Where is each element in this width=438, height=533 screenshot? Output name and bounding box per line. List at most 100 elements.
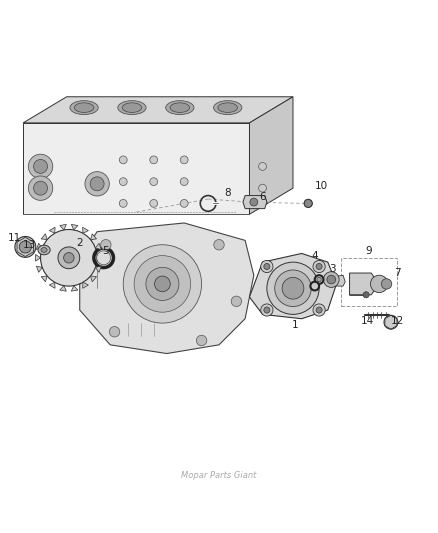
Circle shape bbox=[363, 292, 369, 298]
Polygon shape bbox=[95, 243, 101, 249]
Circle shape bbox=[264, 307, 270, 313]
Circle shape bbox=[371, 275, 388, 293]
Circle shape bbox=[258, 197, 266, 205]
Text: 7: 7 bbox=[394, 268, 401, 278]
Polygon shape bbox=[91, 276, 96, 282]
Polygon shape bbox=[49, 282, 55, 288]
Ellipse shape bbox=[315, 275, 323, 284]
Circle shape bbox=[134, 256, 191, 312]
Polygon shape bbox=[83, 227, 88, 233]
Ellipse shape bbox=[122, 103, 142, 112]
Ellipse shape bbox=[74, 103, 94, 112]
Circle shape bbox=[28, 154, 53, 179]
Polygon shape bbox=[60, 224, 66, 230]
Text: 3: 3 bbox=[329, 264, 336, 273]
Polygon shape bbox=[83, 282, 88, 288]
Circle shape bbox=[381, 279, 392, 289]
Circle shape bbox=[110, 327, 120, 337]
Circle shape bbox=[304, 199, 312, 207]
Ellipse shape bbox=[166, 101, 194, 115]
Circle shape bbox=[150, 199, 158, 207]
Text: Mopar Parts Giant: Mopar Parts Giant bbox=[181, 471, 257, 480]
Polygon shape bbox=[243, 196, 267, 208]
Circle shape bbox=[313, 261, 325, 272]
Polygon shape bbox=[350, 273, 376, 295]
Circle shape bbox=[180, 177, 188, 185]
Circle shape bbox=[316, 307, 322, 313]
Text: 4: 4 bbox=[311, 251, 318, 261]
Circle shape bbox=[316, 263, 322, 270]
Text: 5: 5 bbox=[102, 246, 109, 256]
Circle shape bbox=[214, 239, 224, 250]
Circle shape bbox=[384, 315, 398, 329]
Text: 2: 2 bbox=[76, 238, 83, 247]
Polygon shape bbox=[250, 97, 293, 214]
Circle shape bbox=[123, 245, 201, 323]
Circle shape bbox=[282, 277, 304, 299]
Circle shape bbox=[323, 272, 339, 287]
Circle shape bbox=[119, 199, 127, 207]
Polygon shape bbox=[49, 227, 55, 233]
Ellipse shape bbox=[97, 251, 111, 265]
Circle shape bbox=[261, 261, 273, 272]
Ellipse shape bbox=[118, 101, 146, 115]
Circle shape bbox=[304, 199, 312, 207]
Polygon shape bbox=[91, 234, 96, 240]
Ellipse shape bbox=[214, 101, 242, 115]
Polygon shape bbox=[95, 266, 101, 272]
Circle shape bbox=[90, 177, 104, 191]
Circle shape bbox=[155, 276, 170, 292]
Text: 8: 8 bbox=[224, 188, 231, 198]
Polygon shape bbox=[41, 276, 47, 282]
Circle shape bbox=[58, 247, 80, 269]
Circle shape bbox=[261, 304, 273, 316]
Text: 11: 11 bbox=[8, 233, 21, 243]
Circle shape bbox=[101, 239, 111, 250]
Circle shape bbox=[119, 177, 127, 185]
Polygon shape bbox=[36, 243, 42, 249]
Text: 1: 1 bbox=[292, 320, 298, 330]
Circle shape bbox=[150, 156, 158, 164]
Circle shape bbox=[15, 237, 36, 257]
Ellipse shape bbox=[170, 103, 190, 112]
Circle shape bbox=[41, 230, 97, 286]
Circle shape bbox=[275, 270, 311, 306]
Circle shape bbox=[34, 159, 47, 173]
Circle shape bbox=[231, 296, 242, 306]
Circle shape bbox=[28, 176, 53, 200]
Circle shape bbox=[19, 241, 32, 253]
Circle shape bbox=[258, 184, 266, 192]
Circle shape bbox=[389, 320, 393, 325]
Text: 13: 13 bbox=[23, 240, 36, 250]
Text: 12: 12 bbox=[391, 316, 404, 326]
Circle shape bbox=[146, 268, 179, 301]
Polygon shape bbox=[330, 275, 345, 286]
Circle shape bbox=[264, 263, 270, 270]
Circle shape bbox=[64, 253, 74, 263]
Circle shape bbox=[250, 198, 258, 206]
Circle shape bbox=[85, 172, 110, 196]
Text: 6: 6 bbox=[259, 192, 266, 202]
Circle shape bbox=[119, 156, 127, 164]
Circle shape bbox=[258, 163, 266, 171]
Ellipse shape bbox=[317, 277, 321, 282]
Text: 9: 9 bbox=[366, 246, 372, 256]
Ellipse shape bbox=[70, 101, 98, 115]
Ellipse shape bbox=[311, 282, 319, 290]
Polygon shape bbox=[97, 254, 102, 261]
Circle shape bbox=[180, 199, 188, 207]
Polygon shape bbox=[71, 224, 78, 230]
Circle shape bbox=[267, 262, 319, 314]
Polygon shape bbox=[41, 234, 47, 240]
Circle shape bbox=[196, 335, 207, 346]
Polygon shape bbox=[60, 286, 66, 291]
Polygon shape bbox=[23, 97, 293, 123]
Polygon shape bbox=[35, 254, 41, 261]
Polygon shape bbox=[36, 266, 42, 272]
Circle shape bbox=[327, 275, 336, 284]
Ellipse shape bbox=[41, 247, 47, 252]
Text: 10: 10 bbox=[315, 181, 328, 191]
Polygon shape bbox=[71, 286, 78, 291]
Polygon shape bbox=[80, 223, 254, 353]
Circle shape bbox=[180, 156, 188, 164]
